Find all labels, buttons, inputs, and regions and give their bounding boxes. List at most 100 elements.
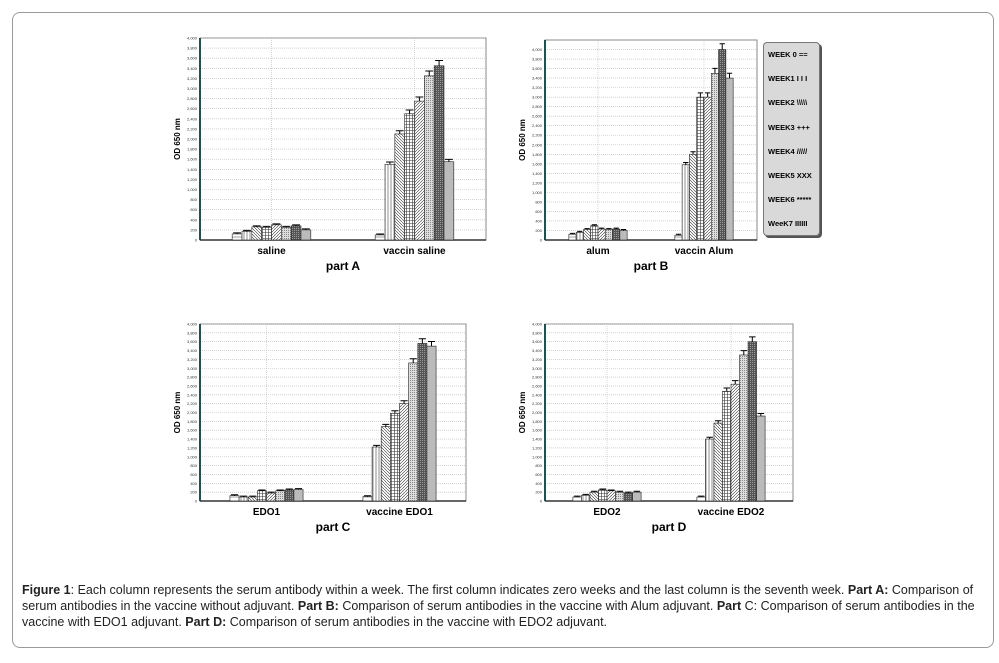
y-tick-label: 3,800 [532,330,543,335]
error-bar [400,400,408,404]
error-bar [584,228,590,230]
legend-item-week6: WEEK6 ***** [768,195,812,205]
y-tick-label: 3,400 [532,348,543,353]
error-bar [249,495,257,498]
error-bar [573,495,581,498]
error-bar [395,130,404,134]
y-tick-label: 600 [190,207,197,212]
y-tick-label: 800 [190,197,197,202]
y-tick-label: 200 [190,490,197,495]
chart-title: part C [316,520,351,534]
y-tick-label: 1,200 [187,177,198,182]
error-bar [606,228,612,230]
bar-week-7 [632,491,642,502]
error-bar [292,224,300,226]
caption-text: Comparison of serum antibodies in the va… [226,615,608,629]
x-tick-label: alum [586,246,609,257]
error-bar [233,232,242,234]
y-tick-label: 2,600 [187,106,198,111]
y-tick-label: 3,600 [532,339,543,344]
bar-week-3 [722,390,732,502]
y-tick-label: 1,800 [187,419,198,424]
y-tick-label: 1,600 [187,157,198,162]
y-tick-label: 3,600 [532,66,543,71]
y-tick-label: 3,600 [187,339,198,344]
bar-week-2 [589,491,599,502]
bar-week-4 [606,490,616,502]
y-tick-label: 1,800 [532,419,543,424]
legend-item-week1: WEEK1 I I I [768,74,808,84]
y-tick-label: 600 [190,472,197,477]
y-tick-label: 3,000 [532,95,543,100]
y-tick-label: 2,200 [187,401,198,406]
y-tick-label: 2,600 [532,383,543,388]
y-tick-label: 2,000 [532,410,543,415]
error-bar [582,493,589,496]
y-tick-label: 4,000 [532,47,543,52]
bar-week-1 [581,494,591,502]
error-bar [749,336,756,342]
error-bar [294,488,303,490]
y-tick-label: 3,800 [532,57,543,62]
legend-item-week7: WeeK7 IIIIII [768,219,808,229]
y-tick-label: 1,000 [187,454,198,459]
caption-part-c-label: Part [716,599,742,613]
y-tick-label: 2,400 [532,392,543,397]
error-bar [373,444,381,448]
y-tick-label: 2,000 [187,410,198,415]
legend-item-week5: WEEK5 XXX [768,170,812,180]
y-tick-label: 1,400 [187,167,198,172]
error-bar [740,350,748,355]
figure-caption: Figure 1: Each column represents the ser… [22,582,990,630]
y-tick-label: 2,000 [532,142,543,147]
y-tick-label: 2,000 [187,137,198,142]
y-tick-label: 3,800 [187,330,198,335]
y-tick-label: 3,400 [187,66,198,71]
legend-item-week2: WEEK2 \\\\\ [768,98,808,108]
y-tick-label: 1,400 [532,437,543,442]
error-bar [723,387,730,392]
error-bar [757,412,765,417]
error-bar [435,60,443,66]
y-tick-label: 0 [540,238,543,243]
y-tick-label: 1,200 [532,180,543,185]
y-tick-label: 3,000 [187,86,198,91]
y-tick-label: 1,000 [532,454,543,459]
y-tick-label: 1,400 [532,171,543,176]
bar-week-0 [572,496,582,502]
error-bar [675,233,682,236]
error-bar [409,358,417,363]
error-bar [301,228,310,230]
error-bar [714,420,722,424]
y-tick-label: 3,200 [532,85,543,90]
y-tick-label: 0 [540,499,543,504]
error-bar [690,151,696,155]
y-tick-label: 3,200 [187,76,198,81]
bar-week-2 [713,422,723,502]
error-bar [282,225,291,228]
y-tick-label: 2,400 [187,116,198,121]
y-tick-label: 2,800 [187,375,198,380]
error-bar [285,488,293,490]
bar-week-1 [705,438,715,502]
error-bar [732,380,739,385]
y-tick-label: 0 [195,238,198,243]
y-tick-label: 3,200 [532,357,543,362]
y-tick-label: 1,600 [532,428,543,433]
y-tick-label: 1,000 [187,187,198,192]
y-tick-label: 200 [535,228,542,233]
y-tick-label: 2,400 [187,392,198,397]
error-bar [683,162,689,165]
y-axis-label: OD 650 nm [518,119,527,161]
y-axis-label: OD 650 nm [173,392,182,434]
error-bar [243,229,251,232]
error-bar [591,224,597,226]
y-axis-label: OD 650 nm [173,118,182,160]
figure-frame [12,12,994,648]
legend-item-week3: WEEK3 +++ [768,122,810,132]
y-tick-label: 3,400 [187,348,198,353]
error-bar [252,225,261,227]
